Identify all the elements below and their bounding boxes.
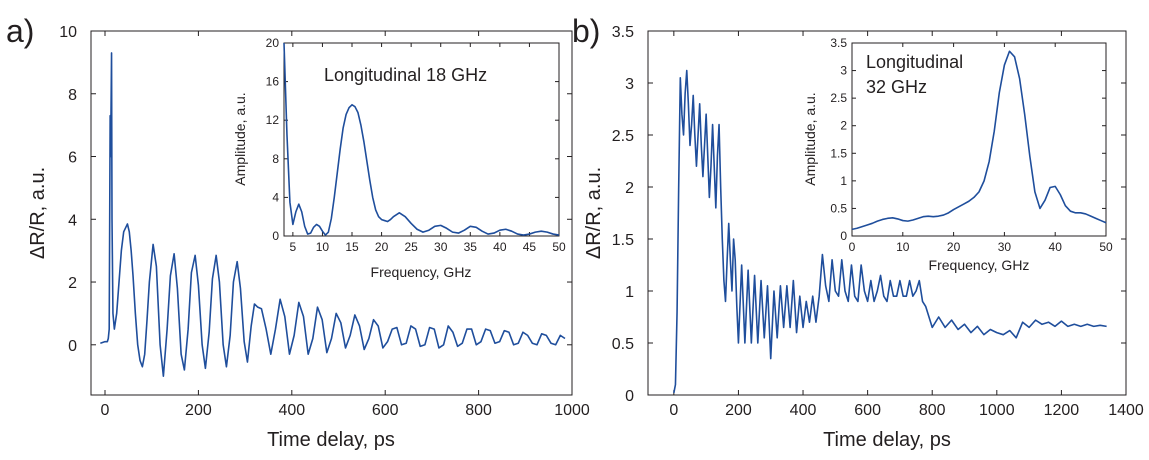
y-tick-label: 20 (266, 36, 280, 50)
y-tick-label: 0.5 (612, 336, 634, 353)
y-tick-label: 16 (266, 75, 280, 89)
series-b (673, 69, 1107, 394)
x-tick-label: 30 (434, 240, 448, 254)
inset-x-axis-a: 5 10 15 20 25 30 35 40 45 50 (290, 43, 566, 254)
x-tick-label: 0 (669, 402, 678, 419)
x-tick-label: 40 (1049, 240, 1063, 254)
panel-b: b) 0 200 400 600 800 1000 1200 1400 00.511.522.… (572, 13, 1144, 451)
inset-annotation-b-line1: Longitudinal (866, 52, 963, 72)
y-tick-label: 6 (68, 150, 77, 167)
x-tick-label: 15 (345, 240, 359, 254)
y-tick-label: 0 (68, 338, 77, 355)
x-tick-label: 20 (947, 240, 961, 254)
series-line-0 (851, 50, 1107, 231)
y-tick-label: 3.5 (830, 36, 847, 50)
y-axis-label-a: ΔR/R, a.u. (27, 167, 49, 259)
y-tick-label: 0 (625, 388, 634, 405)
panel-letter-a: a) (6, 13, 34, 49)
plot-area-b (647, 30, 1127, 396)
inset-a: 5 10 15 20 25 30 35 40 45 50 0 4 8 12 16 20 Longitudin… (232, 36, 566, 280)
inset-x-axis-label-a: Frequency, GHz (371, 264, 472, 280)
inset-x-axis-b: 0 10 20 30 40 50 (849, 43, 1113, 254)
series-line-0 (283, 42, 560, 236)
y-tick-label: 0.5 (830, 201, 847, 215)
inset-x-axis-label-b: Frequency, GHz (929, 257, 1030, 273)
x-tick-label: 800 (465, 402, 492, 419)
x-tick-label: 200 (725, 402, 752, 419)
x-tick-label: 50 (1099, 240, 1113, 254)
inset-annotation-a: Longitudinal 18 GHz (324, 65, 487, 85)
y-tick-label: 0 (272, 229, 279, 243)
x-tick-label: 600 (854, 402, 881, 419)
x-tick-label: 35 (464, 240, 478, 254)
x-tick-label: 1400 (1108, 402, 1144, 419)
y-tick-label: 8 (68, 87, 77, 104)
series-a (100, 52, 566, 377)
x-tick-label: 0 (101, 402, 110, 419)
y-tick-label: 10 (59, 24, 77, 41)
inset-b: 0 10 20 30 40 50 0 0.5 1 1.5 2 2.5 3 3.5 Longitudina… (802, 36, 1113, 273)
y-tick-label: 0 (840, 229, 847, 243)
y-tick-label: 1 (625, 284, 634, 301)
panel-letter-b: b) (572, 13, 600, 49)
y-tick-label: 2 (625, 180, 634, 197)
x-tick-label: 0 (849, 240, 856, 254)
x-tick-label: 30 (998, 240, 1012, 254)
x-tick-label: 400 (278, 402, 305, 419)
x-axis-label-b: Time delay, ps (823, 429, 951, 451)
x-axis-label-a: Time delay, ps (267, 429, 395, 451)
x-tick-label: 400 (790, 402, 817, 419)
x-tick-label: 50 (552, 240, 566, 254)
x-tick-label: 20 (375, 240, 389, 254)
y-axis-b: 0 0.5 1 1.5 2 2.5 3 3.5 (612, 24, 1126, 405)
y-tick-label: 4 (272, 190, 279, 204)
x-tick-label: 1200 (1044, 402, 1080, 419)
inset-y-axis-a: 0 4 8 12 16 20 (266, 36, 559, 243)
inset-series-a (283, 42, 560, 236)
y-tick-label: 12 (266, 113, 280, 127)
y-tick-label: 2 (68, 275, 77, 292)
inset-annotation-b-line2: 32 GHz (866, 77, 927, 97)
x-tick-label: 25 (404, 240, 418, 254)
x-axis-a: 0 200 400 600 800 1000 (101, 31, 590, 419)
y-tick-label: 4 (68, 212, 77, 229)
y-tick-label: 2 (840, 119, 847, 133)
y-tick-label: 3 (840, 64, 847, 78)
x-tick-label: 600 (372, 402, 399, 419)
series-line-0 (673, 69, 1107, 394)
y-tick-label: 2.5 (830, 91, 847, 105)
x-tick-label: 5 (290, 240, 297, 254)
y-axis-label-b: ΔR/R, a.u. (583, 167, 605, 259)
x-tick-label: 10 (896, 240, 910, 254)
inset-y-axis-label-b: Amplitude, a.u. (802, 92, 818, 185)
series-line-0 (100, 52, 566, 377)
x-tick-label: 1000 (979, 402, 1015, 419)
plot-area-a (90, 30, 573, 396)
y-tick-label: 1 (840, 174, 847, 188)
y-axis-a: 0 2 4 6 8 10 (59, 24, 572, 355)
x-tick-label: 800 (919, 402, 946, 419)
inset-y-axis-label-a: Amplitude, a.u. (232, 92, 248, 185)
inset-y-axis-b: 0 0.5 1 1.5 2 2.5 3 3.5 (830, 36, 1106, 243)
inset-series-b (851, 50, 1107, 231)
y-tick-label: 3 (625, 76, 634, 93)
x-tick-label: 45 (523, 240, 537, 254)
y-tick-label: 2.5 (612, 128, 634, 145)
y-tick-label: 8 (272, 152, 279, 166)
y-tick-label: 1.5 (830, 146, 847, 160)
x-tick-label: 40 (493, 240, 507, 254)
x-tick-label: 10 (316, 240, 330, 254)
y-tick-label: 3.5 (612, 24, 634, 41)
x-tick-label: 1000 (554, 402, 590, 419)
inset-plot-area-a (283, 42, 560, 237)
x-tick-label: 200 (185, 402, 212, 419)
y-tick-label: 1.5 (612, 232, 634, 249)
x-axis-b: 0 200 400 600 800 1000 1200 1400 (669, 31, 1144, 419)
